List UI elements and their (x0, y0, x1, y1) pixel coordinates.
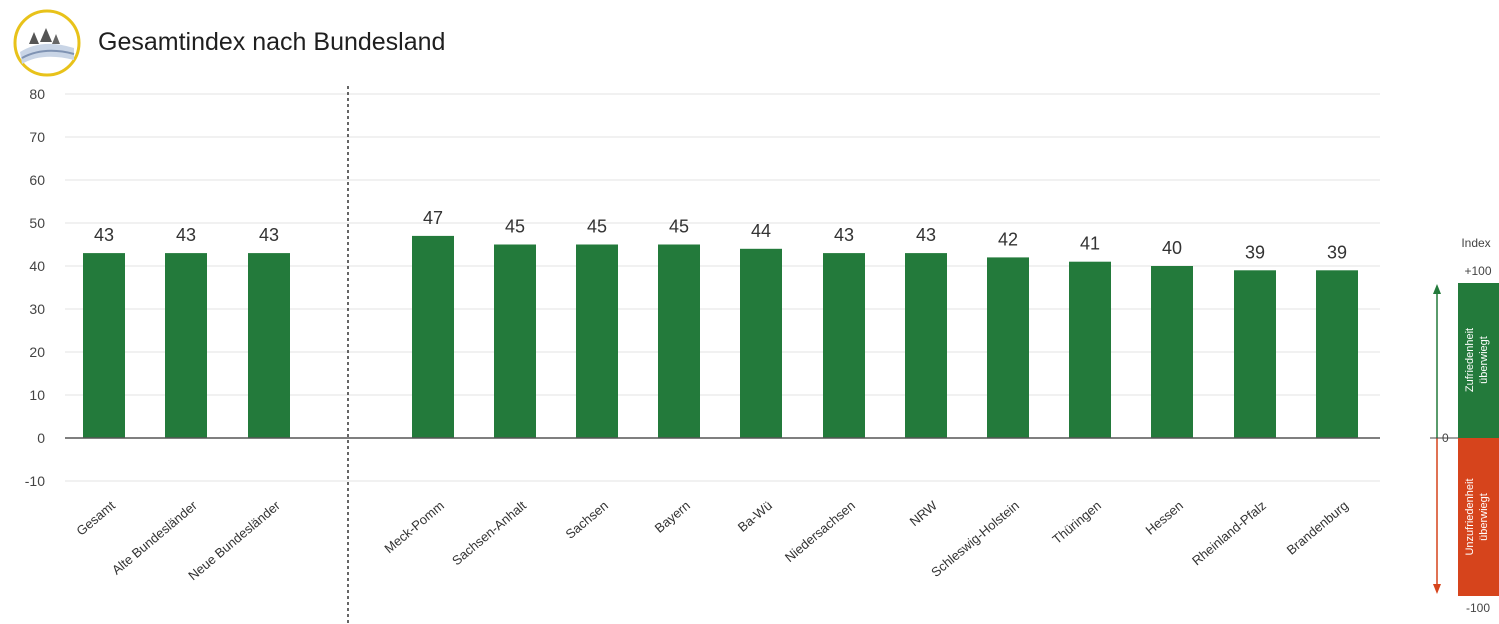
y-tick-label: 80 (29, 86, 45, 102)
bar (1151, 266, 1193, 438)
y-tick-label: -10 (25, 473, 45, 489)
data-label: 44 (751, 221, 771, 241)
bar (1069, 261, 1111, 438)
legend-top-value: +100 (1464, 264, 1491, 278)
bar (412, 235, 454, 438)
data-label: 43 (176, 225, 196, 245)
category-label: Neue Bundesländer (185, 497, 283, 583)
data-label: 47 (423, 208, 443, 228)
category-label: Gesamt (73, 498, 118, 539)
category-label: Hessen (1143, 498, 1186, 538)
category-label: Meck-Pomm (381, 498, 447, 556)
legend-arrow-down-head (1433, 584, 1441, 594)
bar (658, 244, 700, 438)
bar (576, 244, 618, 438)
bar (740, 248, 782, 438)
category-label: Alte Bundesländer (109, 497, 201, 577)
category-label: Rheinland-Pfalz (1189, 498, 1269, 568)
logo-icon (13, 9, 81, 77)
bar (248, 253, 290, 438)
bar (83, 253, 125, 438)
bar-chart: 80 70 60 50 40 30 20 10 0 -10 43 Gesamt 43 Alte Bund… (25, 86, 1380, 624)
category-label: Sachsen-Anhalt (449, 498, 529, 569)
legend-positive-text-1: Zufriedenheit (1464, 328, 1476, 392)
category-label: Bayern (652, 498, 693, 536)
category-label: Brandenburg (1284, 498, 1351, 558)
data-label: 41 (1080, 234, 1100, 254)
category-label: NRW (907, 497, 941, 529)
legend-heading: Index (1461, 236, 1490, 250)
data-label: 43 (834, 225, 854, 245)
data-label: 45 (669, 217, 689, 237)
category-label: Schleswig-Holstein (928, 498, 1022, 580)
index-legend: Index +100 0 Zufriedenheit überwiegt Unz… (1430, 236, 1499, 615)
bar (1316, 270, 1358, 438)
legend-negative-text-1: Unzufriedenheit (1464, 478, 1476, 555)
y-tick-label: 0 (37, 430, 45, 446)
legend-arrow-up-head (1433, 284, 1441, 294)
data-label: 43 (259, 225, 279, 245)
data-label: 42 (998, 229, 1018, 249)
data-label: 43 (94, 225, 114, 245)
y-tick-label: 30 (29, 301, 45, 317)
legend-positive-text-2: überwiegt (1478, 336, 1490, 384)
y-tick-label: 20 (29, 344, 45, 360)
data-label: 40 (1162, 238, 1182, 258)
bar (905, 253, 947, 438)
y-tick-label: 50 (29, 215, 45, 231)
bar (987, 257, 1029, 438)
y-tick-label: 70 (29, 129, 45, 145)
category-label: Niedersachsen (782, 498, 858, 565)
legend-positive-bar (1458, 283, 1499, 438)
y-tick-label: 60 (29, 172, 45, 188)
bar (1234, 270, 1276, 438)
data-label: 45 (505, 217, 525, 237)
data-label: 39 (1327, 242, 1347, 262)
data-label: 43 (916, 225, 936, 245)
category-label: Thüringen (1049, 498, 1103, 547)
legend-mid-value: 0 (1442, 431, 1449, 445)
chart-title: Gesamtindex nach Bundesland (98, 28, 446, 56)
legend-negative-bar (1458, 438, 1499, 596)
bar (823, 253, 865, 438)
data-label: 39 (1245, 242, 1265, 262)
data-label: 45 (587, 217, 607, 237)
category-label: Ba-Wü (735, 498, 775, 535)
bar (494, 244, 536, 438)
y-tick-label: 10 (29, 387, 45, 403)
y-tick-label: 40 (29, 258, 45, 274)
category-label: Sachsen (563, 498, 611, 542)
bar (165, 253, 207, 438)
legend-bottom-value: -100 (1466, 601, 1490, 615)
legend-negative-text-2: überwiegt (1478, 493, 1490, 541)
